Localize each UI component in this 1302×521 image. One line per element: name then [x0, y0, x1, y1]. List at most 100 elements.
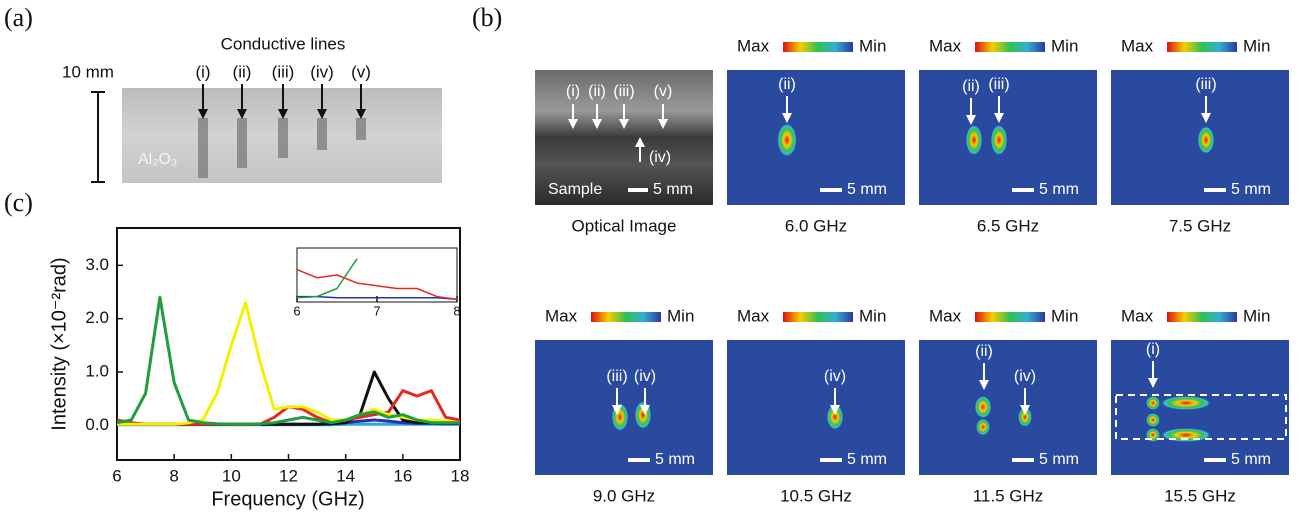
panel-label: (c) — [4, 188, 33, 217]
scale-bar — [1012, 458, 1034, 462]
inset-frame — [297, 248, 457, 302]
marker-label: (iii) — [1195, 76, 1216, 93]
hot-spot — [1146, 396, 1160, 410]
colorbar-min: Min — [859, 36, 886, 55]
marker-label: (iv) — [824, 368, 846, 385]
panel-label: (a) — [4, 3, 33, 32]
conductive-line — [237, 118, 247, 168]
scale-label: 5 mm — [1039, 181, 1079, 198]
scale-bar — [820, 458, 842, 462]
x-tick-label: 7 — [373, 303, 380, 318]
colorbar-min: Min — [1051, 306, 1078, 325]
line-label: (i) — [195, 62, 210, 81]
caption: Optical Image — [572, 216, 677, 235]
scale-label: 5 mm — [653, 181, 693, 198]
y-tick-label: 1.0 — [85, 361, 109, 380]
substrate-label: Al₂O₃ — [138, 151, 177, 168]
x-tick-label: 6 — [112, 466, 121, 485]
colorbar — [975, 312, 1045, 322]
y-tick-label: 3.0 — [85, 255, 109, 274]
y-tick-label: 2.0 — [85, 308, 109, 327]
marker-label: (v) — [654, 83, 673, 100]
colorbar-min: Min — [1243, 306, 1270, 325]
hot-spot — [635, 401, 652, 429]
caption: 15.5 GHz — [1164, 486, 1236, 505]
colorbar — [591, 312, 661, 322]
x-tick-label: 8 — [169, 466, 178, 485]
marker-label: (iv) — [634, 368, 656, 385]
colorbar-max: Max — [545, 306, 578, 325]
page: (a) Conductive lines 10 mm Al₂O₃ (b) (c)… — [0, 0, 1302, 521]
hot-spot — [975, 396, 992, 418]
caption: 9.0 GHz — [593, 486, 655, 505]
x-tick-label: 8 — [453, 303, 460, 318]
marker-label: (ii) — [962, 78, 980, 95]
marker-label: (iii) — [988, 76, 1009, 93]
colorbar-max: Max — [929, 36, 962, 55]
x-tick-label: 18 — [451, 466, 470, 485]
hot-spot — [612, 403, 629, 431]
scale-label: 5 mm — [847, 181, 887, 198]
colorbar-max: Max — [1121, 36, 1154, 55]
x-tick-label: 14 — [336, 466, 355, 485]
colorbar — [1167, 312, 1237, 322]
scale-bar — [628, 188, 648, 192]
x-axis-label: Frequency (GHz) — [211, 488, 364, 510]
hot-spot — [1018, 407, 1032, 427]
y-tick-label: 0.0 — [85, 415, 109, 434]
marker-label: (ii) — [588, 83, 606, 100]
line-label: (ii) — [233, 62, 252, 81]
hot-spot — [1161, 396, 1211, 410]
scale-label: 5 mm — [1039, 451, 1079, 468]
y-axis-label: Intensity (×10⁻²rad) — [48, 257, 70, 430]
figure: (a) Conductive lines 10 mm Al₂O₃ (b) (c)… — [0, 0, 1302, 521]
marker-label: (ii) — [975, 343, 993, 360]
scale-bar — [628, 458, 650, 462]
marker-label: (i) — [1146, 341, 1160, 358]
caption: 6.5 GHz — [977, 216, 1039, 235]
x-tick-label: 6 — [293, 303, 300, 318]
hot-spot — [1146, 413, 1160, 427]
caption: 11.5 GHz — [973, 486, 1044, 505]
scale-label: 5 mm — [655, 451, 695, 468]
hot-spot — [1198, 126, 1215, 154]
marker-label: (iv) — [1014, 368, 1036, 385]
conductive-line — [278, 118, 288, 158]
scale-bar — [1204, 458, 1226, 462]
line-label: (v) — [351, 62, 371, 81]
marker-label: (i) — [566, 83, 580, 100]
series-line — [117, 303, 460, 425]
colorbar-max: Max — [737, 36, 770, 55]
conductive-line — [356, 118, 366, 140]
hot-spot — [976, 419, 990, 436]
colorbar-max: Max — [929, 306, 962, 325]
scale-label: 10 mm — [62, 62, 114, 81]
colorbar-max: Max — [737, 306, 770, 325]
hot-spot — [991, 125, 1008, 156]
marker-label: (iii) — [613, 83, 634, 100]
colorbar — [783, 312, 853, 322]
colorbar — [1167, 42, 1237, 52]
marker-label: (iv) — [649, 149, 671, 166]
colorbar-min: Min — [859, 306, 886, 325]
hot-spot — [777, 123, 797, 157]
scale-label: 5 mm — [847, 451, 887, 468]
conductive-line — [198, 118, 208, 178]
line-label: (iii) — [272, 62, 295, 81]
scale-bar — [1204, 188, 1226, 192]
x-tick-label: 16 — [393, 466, 412, 485]
marker-label: (ii) — [778, 76, 796, 93]
caption: 7.5 GHz — [1169, 216, 1231, 235]
conductive-line — [317, 118, 327, 150]
panel-title: Conductive lines — [221, 34, 346, 53]
colorbar — [975, 42, 1045, 52]
scale-label: 5 mm — [1231, 451, 1271, 468]
caption: 10.5 GHz — [780, 486, 852, 505]
colorbar-max: Max — [1121, 306, 1154, 325]
caption: 6.0 GHz — [785, 216, 847, 235]
scale-label: 5 mm — [1231, 181, 1271, 198]
colorbar-min: Min — [1243, 36, 1270, 55]
x-tick-label: 12 — [279, 466, 298, 485]
scale-bar — [1012, 188, 1034, 192]
hot-spot — [966, 125, 983, 156]
